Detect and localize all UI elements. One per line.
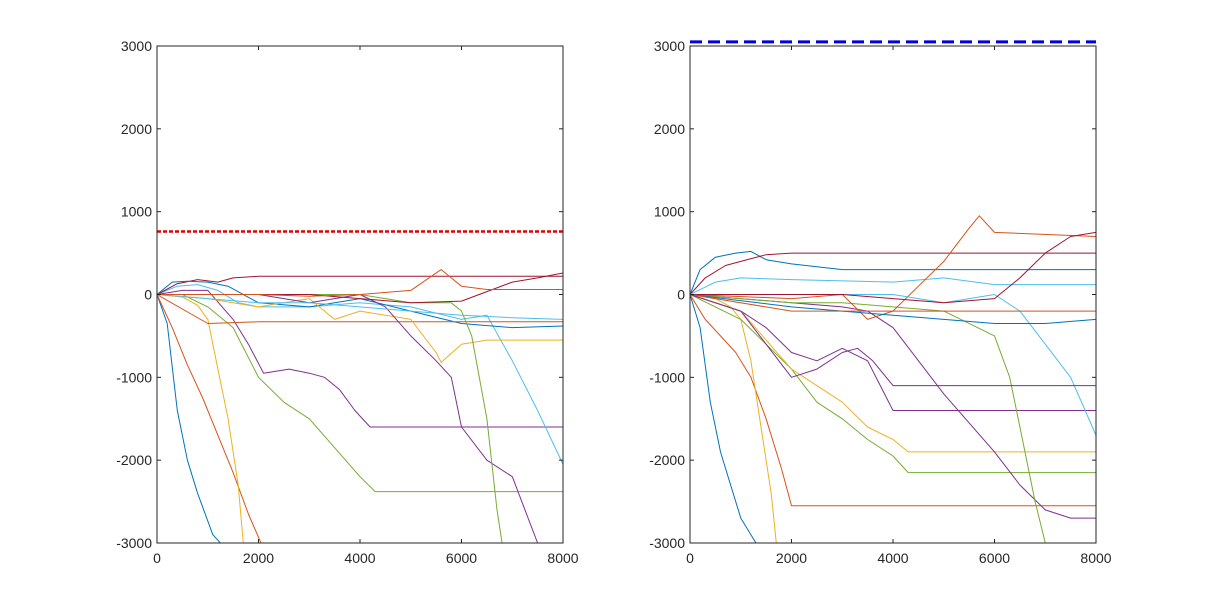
- y-tick-label: 0: [144, 287, 152, 303]
- series-line-s7: [690, 294, 1096, 411]
- series-line-s4: [157, 289, 563, 428]
- series-line-s7: [157, 275, 563, 295]
- series-line-s4: [690, 250, 1096, 295]
- x-tick-label: 2000: [243, 550, 274, 566]
- x-tick-label: 4000: [877, 550, 908, 566]
- y-tick-label: 2000: [654, 121, 685, 137]
- series-line-s12: [157, 294, 503, 543]
- y-tick-label: 3000: [121, 38, 152, 54]
- x-tick-label: 8000: [1080, 550, 1111, 566]
- series-line-s2: [157, 294, 262, 543]
- series-line-s10: [690, 294, 1096, 519]
- series-line-s11: [690, 294, 1046, 543]
- y-tick-label: -3000: [116, 535, 152, 551]
- series-line-s3: [157, 294, 244, 543]
- y-tick-label: 2000: [121, 121, 152, 137]
- series-line-s14: [157, 272, 563, 304]
- x-tick-label: 0: [153, 550, 161, 566]
- x-tick-label: 8000: [547, 550, 578, 566]
- y-tick-label: -3000: [649, 535, 685, 551]
- left-line-chart: 0 2000 4000 6000 8000 3000 2000 1000 0 -1000 -2000…: [116, 38, 579, 566]
- series-line-s12: [690, 215, 1096, 320]
- x-tick-label: 6000: [446, 550, 477, 566]
- series-line-s9: [690, 294, 1096, 453]
- y-tick-label: 1000: [654, 204, 685, 220]
- series-line-s16: [690, 294, 1096, 312]
- series-line-s1: [690, 294, 757, 543]
- series-line-s15: [157, 269, 563, 297]
- series-line-s6: [690, 277, 1096, 295]
- series-line-s9: [157, 294, 563, 324]
- series-line-s15: [690, 294, 1096, 324]
- series-line-s5: [157, 294, 563, 493]
- series-line-s1: [157, 294, 221, 543]
- series-group: [690, 215, 1096, 543]
- y-tick-label: -2000: [649, 452, 685, 468]
- series-line-s10: [157, 294, 563, 363]
- y-tick-label: -1000: [116, 369, 152, 385]
- x-tick-label: 6000: [979, 550, 1010, 566]
- series-line-s8: [157, 280, 563, 329]
- x-tick-label: 2000: [776, 550, 807, 566]
- series-line-s8: [690, 294, 1096, 474]
- series-group: [157, 269, 563, 543]
- y-tick-label: 3000: [654, 38, 685, 54]
- y-tick-label: -1000: [649, 369, 685, 385]
- series-line-s11: [157, 294, 539, 543]
- series-line-s13: [157, 294, 563, 320]
- right-line-chart: 0 2000 4000 6000 8000 3000 2000 1000 0 -1000 -2000…: [649, 38, 1112, 566]
- y-tick-label: -2000: [116, 452, 152, 468]
- x-tick-label: 4000: [344, 550, 375, 566]
- series-line-s14: [690, 231, 1096, 304]
- series-line-s17: [690, 294, 1096, 387]
- series-line-s2: [690, 294, 1096, 507]
- series-line-s5: [690, 252, 1096, 295]
- series-line-s3: [690, 294, 777, 543]
- y-tick-label: 1000: [121, 204, 152, 220]
- y-tick-label: 0: [677, 287, 685, 303]
- x-tick-label: 0: [686, 550, 694, 566]
